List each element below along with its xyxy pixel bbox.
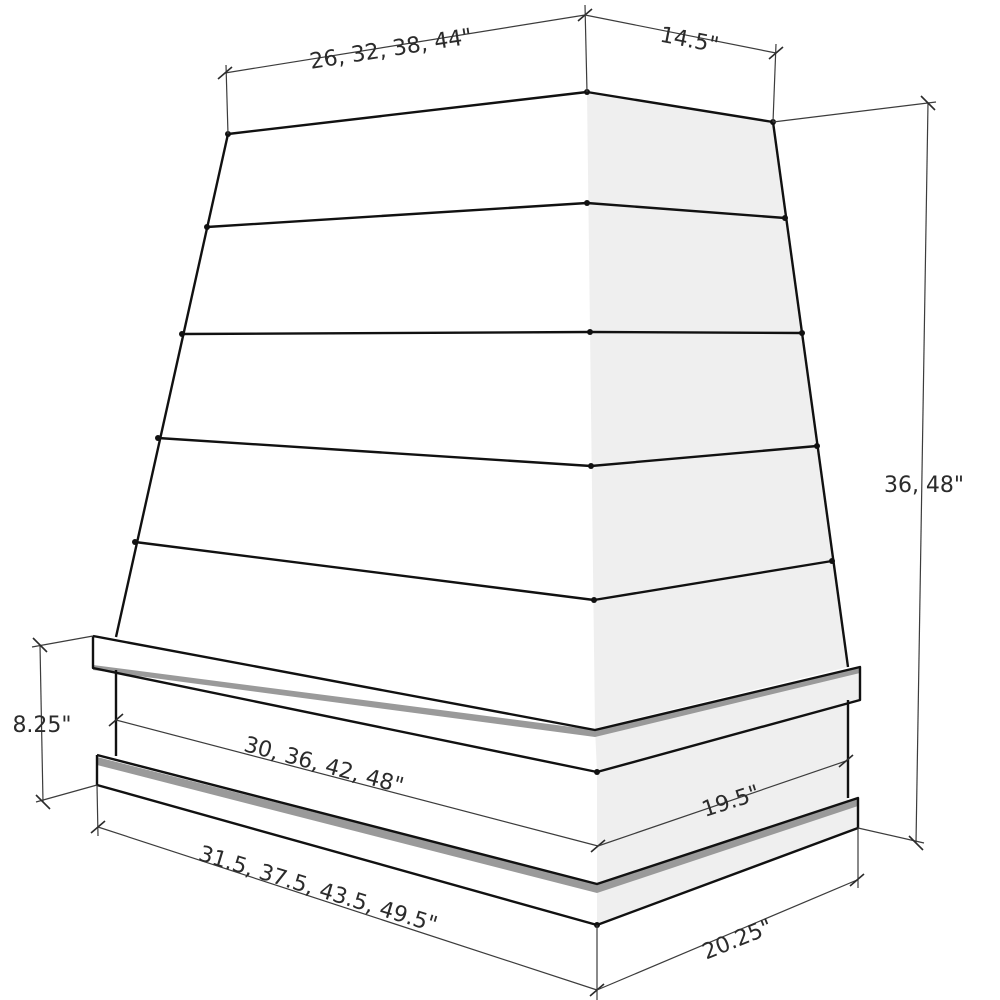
label-top-width: 26, 32, 38, 44" xyxy=(308,24,474,74)
label-bottom-depth: 20.25" xyxy=(699,915,776,966)
label-top-depth: 14.5" xyxy=(658,23,721,59)
hood-side-face xyxy=(587,92,848,728)
bottom-trim-shadow-side xyxy=(597,798,858,893)
bottom-trim-front xyxy=(97,755,597,925)
top-trim-shadow-side xyxy=(595,667,860,737)
top-trim xyxy=(93,636,860,772)
top-trim-side xyxy=(595,667,860,772)
vertex-dots xyxy=(132,89,835,928)
bottom-trim-shadow-front xyxy=(97,757,597,893)
hood-body xyxy=(116,92,848,728)
bottom-trim xyxy=(97,755,858,925)
label-height: 36, 48" xyxy=(884,473,964,498)
top-trim-shadow-front xyxy=(93,665,595,737)
dimension-lines xyxy=(31,4,937,1000)
top-trim-front xyxy=(93,636,597,772)
bottom-trim-side xyxy=(597,798,858,925)
label-band-height: 8.25" xyxy=(12,713,71,738)
hood-front-face xyxy=(116,92,595,728)
